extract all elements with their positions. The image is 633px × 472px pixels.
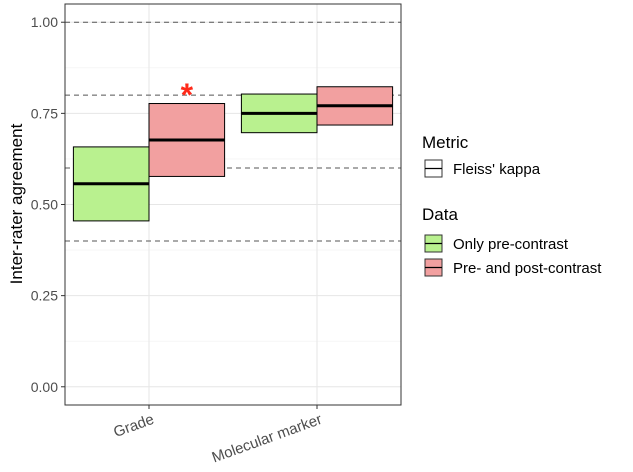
y-tick-label: 0.50 xyxy=(31,197,58,213)
x-axis: Grade Molecular marker xyxy=(111,405,324,466)
annotations: * xyxy=(181,77,194,113)
legend-data-title: Data xyxy=(422,205,458,224)
y-tick-label: 0.75 xyxy=(31,105,58,121)
legend-label-pre-and-post-contrast: Pre- and post-contrast xyxy=(453,260,602,277)
legend-label-only-pre-contrast: Only pre-contrast xyxy=(453,236,569,253)
x-tick-label: Grade xyxy=(111,411,156,441)
y-tick-label: 0.00 xyxy=(31,379,58,395)
y-tick-label: 0.25 xyxy=(31,288,58,304)
significance-annotation: * xyxy=(181,77,194,113)
x-tick-label: Molecular marker xyxy=(210,411,325,467)
legend-metric-label: Fleiss' kappa xyxy=(453,161,541,178)
crossbars xyxy=(72,86,394,222)
y-axis: 0.00 0.25 0.50 0.75 1.00 xyxy=(31,14,65,395)
y-tick-label: 1.00 xyxy=(31,14,58,30)
legend: Metric Fleiss' kappa Data Only pre-contr… xyxy=(422,133,602,277)
legend-metric-title: Metric xyxy=(422,133,469,152)
y-axis-label: Inter-rater agreement xyxy=(7,123,26,284)
